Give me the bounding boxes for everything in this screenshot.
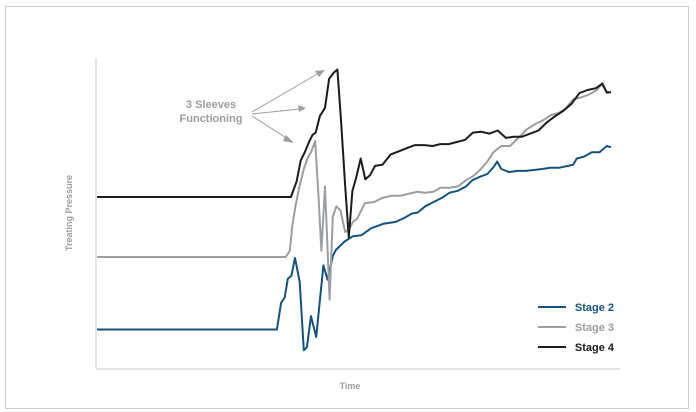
annotation-line-2: Functioning: [180, 113, 243, 125]
annotation: 3 Sleeves Functioning: [180, 70, 325, 143]
series-layer: [97, 68, 612, 352]
legend: Stage 2 Stage 3 Stage 4: [538, 302, 615, 354]
y-axis-title: Treating Pressure: [64, 175, 74, 251]
series-line-stage-2: [97, 145, 612, 352]
axes: [95, 58, 620, 370]
series-line-stage-3: [97, 81, 612, 301]
legend-label-stage-2: Stage 2: [575, 302, 614, 314]
annotation-arrow-1: [251, 70, 325, 113]
legend-label-stage-3: Stage 3: [575, 322, 614, 334]
series-line-stage-4: [97, 68, 611, 239]
legend-label-stage-4: Stage 4: [575, 342, 615, 354]
x-axis-title: Time: [340, 381, 361, 391]
annotation-arrow-3: [251, 115, 294, 143]
annotation-arrow-2: [251, 105, 306, 115]
annotation-line-1: 3 Sleeves: [186, 99, 236, 111]
